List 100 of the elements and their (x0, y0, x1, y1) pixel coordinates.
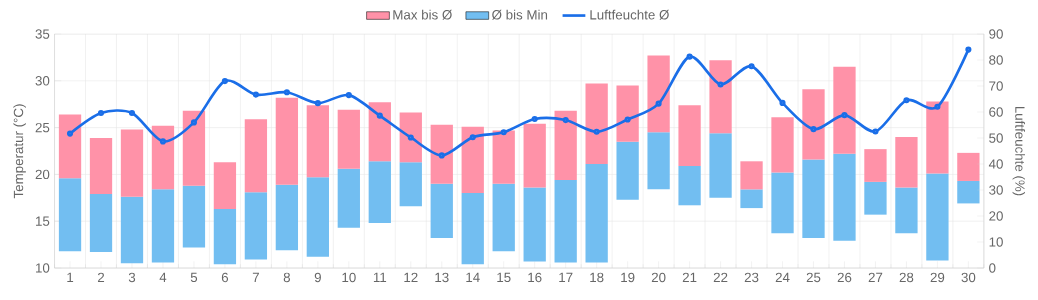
x-tick-label: 14 (466, 272, 480, 282)
x-tick-label: 19 (621, 272, 635, 283)
legend-label: Luftfeuchte Ø (590, 9, 669, 20)
point (841, 112, 848, 119)
bar (89, 137, 113, 195)
bar (120, 196, 144, 264)
bar (616, 85, 639, 142)
bar (678, 165, 701, 206)
point (376, 112, 383, 119)
bar (709, 133, 732, 198)
x-tick-label: 29 (930, 272, 945, 283)
y2-tick-label: 50 (989, 133, 1003, 143)
y2-tick-label: 20 (989, 211, 1003, 221)
bar (926, 101, 949, 174)
bar (399, 112, 422, 163)
bar (430, 124, 453, 184)
bar (585, 164, 608, 263)
y2-axis-title: Luftfeuchte (%) (1012, 106, 1025, 196)
legend-label: Ø bis Min (492, 9, 548, 20)
y2-tick-label: 30 (989, 185, 1003, 195)
point (624, 116, 631, 123)
x-tick-label: 3 (128, 272, 136, 283)
point (593, 128, 600, 135)
bar (523, 123, 546, 188)
point (779, 99, 786, 106)
x-tick-label: 30 (961, 272, 976, 283)
x-tick-label: 6 (221, 272, 229, 283)
bar (213, 162, 237, 210)
y-axis-title: Temperatur (°C) (13, 104, 26, 199)
x-tick-label: 26 (837, 272, 852, 283)
x-tick-label: 22 (713, 272, 728, 283)
bar (368, 161, 391, 224)
x-tick-label: 2 (97, 272, 105, 283)
bar (647, 55, 670, 133)
bar (244, 192, 268, 260)
bar (523, 187, 546, 262)
point (159, 138, 167, 145)
y-tick-label: 15 (36, 216, 50, 226)
bar (802, 159, 825, 239)
x-tick-label: 7 (252, 272, 259, 282)
point (469, 134, 476, 141)
x-tick-label: 10 (342, 272, 356, 283)
bar (337, 168, 360, 228)
point (221, 77, 228, 85)
point (128, 109, 136, 117)
bar (399, 162, 422, 207)
x-tick-label: 23 (744, 272, 759, 283)
x-tick-label: 4 (159, 272, 167, 282)
bar (182, 110, 206, 186)
point (407, 134, 414, 141)
point (283, 89, 290, 96)
y-tick-label: 25 (35, 122, 50, 133)
x-tick-label: 11 (373, 272, 387, 282)
point (66, 130, 74, 137)
bar (957, 152, 980, 181)
bar (337, 109, 360, 169)
y2-tick-label: 80 (989, 55, 1003, 65)
bar (492, 183, 515, 252)
point (903, 97, 910, 104)
bar (895, 136, 918, 188)
bar (740, 161, 763, 190)
y2-tick-label: 90 (989, 29, 1003, 39)
bar (244, 119, 268, 193)
point (717, 81, 724, 88)
bar (275, 97, 299, 185)
x-tick-label: 28 (899, 272, 914, 283)
bar (926, 173, 949, 261)
x-tick-label: 17 (559, 272, 573, 282)
bar (864, 181, 887, 215)
point (562, 116, 569, 124)
x-tick-label: 1 (67, 272, 74, 282)
bar (554, 180, 577, 263)
bar (151, 189, 175, 263)
point (190, 119, 198, 126)
x-tick-label: 9 (314, 272, 321, 283)
x-tick-label: 20 (651, 272, 666, 283)
bar (554, 110, 577, 181)
point (810, 126, 817, 133)
x-tick-label: 12 (404, 272, 418, 283)
x-tick-label: 27 (868, 272, 883, 283)
legend-label: Max bis Ø (393, 9, 452, 20)
bar (58, 178, 82, 252)
x-tick-label: 16 (528, 272, 542, 283)
bar (864, 149, 887, 182)
x-tick-label: 13 (435, 272, 449, 283)
bar (306, 177, 329, 257)
x-tick-label: 18 (590, 272, 604, 283)
x-tick-label: 24 (775, 272, 790, 283)
bar (616, 141, 639, 200)
bar (368, 102, 391, 162)
x-tick-label: 25 (806, 272, 821, 283)
y-tick-label: 20 (35, 169, 50, 180)
bar (771, 172, 794, 234)
y-tick-label: 35 (35, 29, 50, 39)
x-tick-label: 8 (283, 272, 290, 283)
bar (709, 60, 732, 134)
point (748, 63, 755, 70)
point (872, 128, 879, 135)
bar (151, 125, 175, 190)
bar (802, 89, 825, 160)
